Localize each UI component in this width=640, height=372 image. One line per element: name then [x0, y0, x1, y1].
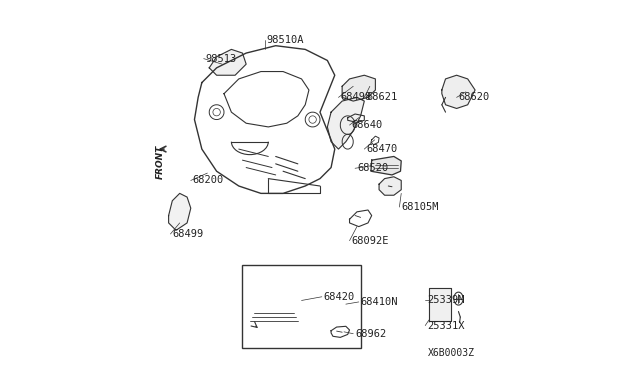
Polygon shape — [209, 49, 246, 75]
Text: 68092E: 68092E — [351, 235, 389, 246]
Text: 68620: 68620 — [458, 92, 490, 102]
Polygon shape — [168, 193, 191, 230]
Text: 68420: 68420 — [324, 292, 355, 302]
Text: 98513: 98513 — [205, 54, 237, 64]
Text: 68962: 68962 — [355, 329, 387, 339]
Text: 68470: 68470 — [366, 144, 397, 154]
Text: 68200: 68200 — [193, 176, 224, 186]
Text: 68520: 68520 — [357, 163, 388, 173]
Text: 98510A: 98510A — [266, 35, 304, 45]
Polygon shape — [379, 177, 401, 195]
Text: X6B0003Z: X6B0003Z — [428, 348, 475, 358]
Text: 68105M: 68105M — [401, 202, 439, 212]
Text: 68499: 68499 — [172, 229, 204, 239]
Polygon shape — [442, 75, 475, 109]
Polygon shape — [328, 97, 364, 149]
Text: 25339M: 25339M — [427, 295, 465, 305]
Polygon shape — [371, 157, 401, 175]
FancyBboxPatch shape — [243, 265, 360, 349]
Polygon shape — [429, 288, 451, 321]
Text: 25331X: 25331X — [427, 321, 465, 331]
Text: 68640: 68640 — [351, 120, 383, 130]
Polygon shape — [342, 75, 376, 101]
Text: FRONT: FRONT — [156, 145, 165, 179]
Text: 68410N: 68410N — [360, 297, 398, 307]
Text: 68498: 68498 — [340, 92, 372, 102]
Text: 68621: 68621 — [366, 92, 397, 102]
